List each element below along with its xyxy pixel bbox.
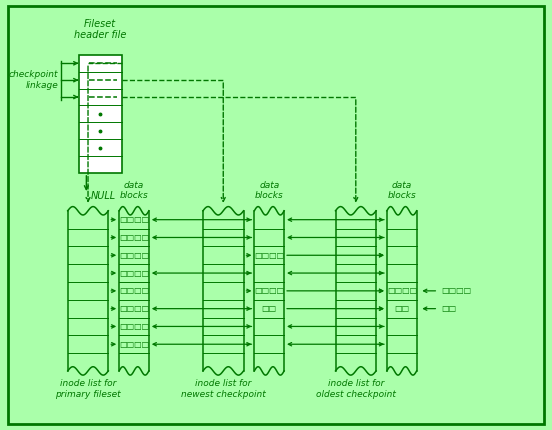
Text: □□□□: □□□□ — [254, 286, 284, 295]
Text: inode list for
newest checkpoint: inode list for newest checkpoint — [181, 379, 266, 399]
Text: data
blocks: data blocks — [255, 181, 284, 200]
Text: □□□□: □□□□ — [119, 269, 149, 277]
Text: inode list for
oldest checkpoint: inode list for oldest checkpoint — [316, 379, 396, 399]
Text: □□□□: □□□□ — [441, 286, 471, 295]
Text: NULL: NULL — [91, 191, 116, 201]
Text: □□□□: □□□□ — [119, 322, 149, 331]
Text: □□□□: □□□□ — [254, 251, 284, 260]
Text: □□□□: □□□□ — [119, 340, 149, 349]
Text: □□: □□ — [441, 304, 456, 313]
Text: data
blocks: data blocks — [388, 181, 416, 200]
Text: inode list for
primary fileset: inode list for primary fileset — [55, 379, 121, 399]
Text: □□□□: □□□□ — [119, 215, 149, 224]
Text: □□: □□ — [262, 304, 277, 313]
Text: checkpoint
linkage: checkpoint linkage — [9, 71, 59, 90]
Bar — [78, 55, 122, 173]
Text: Fileset
header file: Fileset header file — [74, 18, 126, 40]
Text: □□□□: □□□□ — [119, 304, 149, 313]
Text: □□□□: □□□□ — [119, 286, 149, 295]
Text: □□: □□ — [394, 304, 409, 313]
Text: data
blocks: data blocks — [120, 181, 148, 200]
Text: □□□□: □□□□ — [387, 286, 417, 295]
Text: □□□□: □□□□ — [119, 233, 149, 242]
Text: □□□□: □□□□ — [119, 251, 149, 260]
